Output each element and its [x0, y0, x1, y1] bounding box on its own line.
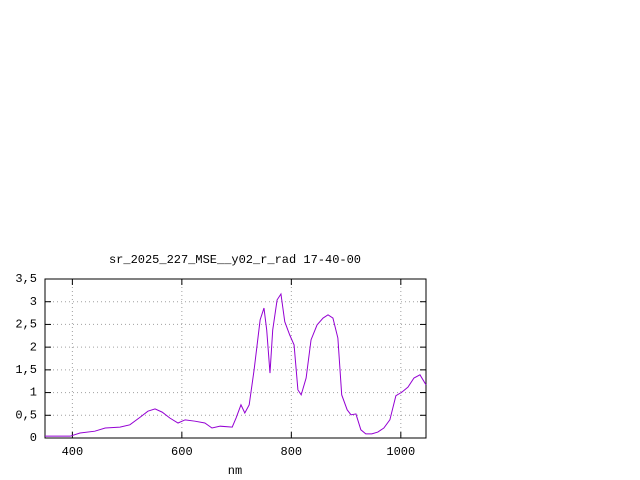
data-line: [45, 292, 427, 437]
x-tick-label: 800: [281, 445, 303, 459]
y-tick-label: 0: [30, 431, 37, 445]
x-tick-label: 400: [62, 445, 84, 459]
x-tick-label: 1000: [386, 445, 415, 459]
chart-title: sr_2025_227_MSE__y02_r_rad 17-40-00: [109, 253, 361, 267]
y-tick-label: 1: [30, 386, 37, 400]
y-tick-label: 1,5: [15, 363, 37, 377]
plot-border: [44, 278, 427, 439]
x-axis-label: nm: [228, 464, 242, 478]
y-tick-label: 3: [30, 295, 37, 309]
y-tick-label: 2,5: [15, 318, 37, 332]
x-tick-label: 600: [171, 445, 193, 459]
y-tick-label: 2: [30, 340, 37, 354]
y-tick-label: 3,5: [15, 272, 37, 286]
y-tick-label: 0,5: [15, 408, 37, 422]
